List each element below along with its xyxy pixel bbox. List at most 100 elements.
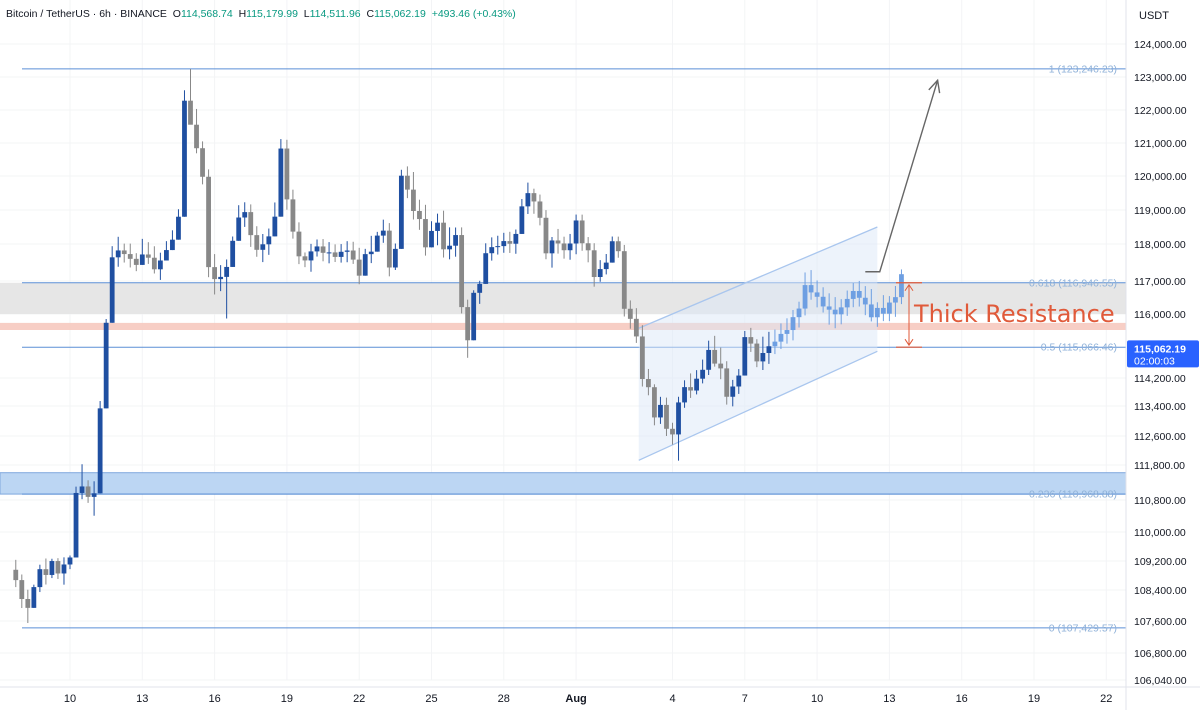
candle — [103, 322, 109, 409]
price-tick-label: 106,800.00 — [1134, 648, 1187, 660]
channel-candle — [868, 304, 874, 318]
time-tick-label: 16 — [208, 693, 220, 705]
candle — [91, 493, 97, 497]
candle — [79, 486, 85, 493]
candle — [386, 230, 392, 268]
channel-candle — [856, 290, 862, 298]
candle — [597, 269, 603, 278]
candle — [218, 276, 224, 280]
price-tick-label: 121,000.00 — [1134, 138, 1187, 150]
time-tick-label: 22 — [353, 693, 365, 705]
channel-candle — [796, 308, 802, 318]
time-tick-label: 10 — [811, 693, 823, 705]
candle — [320, 246, 326, 253]
candle — [730, 386, 736, 397]
candle — [429, 230, 434, 248]
projection-arrow — [865, 78, 941, 273]
price-axis: 124,000.00 123,000.00 122,000.00 121,000.00… — [1125, 0, 1200, 710]
candle — [549, 240, 555, 254]
candle — [109, 257, 115, 323]
time-tick-label: Aug — [565, 693, 586, 705]
candle — [519, 206, 525, 234]
channel-upper-line[interactable] — [638, 226, 878, 329]
candle — [459, 235, 465, 308]
candle — [182, 100, 187, 217]
candle — [501, 241, 507, 247]
candle — [290, 199, 296, 232]
candle — [676, 402, 681, 435]
candle — [398, 175, 404, 249]
candle — [682, 387, 687, 403]
price-tick-label: 119,000.00 — [1134, 205, 1186, 217]
pair-name[interactable]: Bitcoin / TetherUS — [6, 8, 90, 20]
candle — [688, 387, 693, 391]
candle — [441, 222, 446, 250]
candle — [615, 241, 621, 252]
candle — [380, 230, 386, 236]
candle-countdown: 02:00:03 — [1134, 355, 1175, 367]
candle — [350, 250, 356, 260]
candle — [525, 193, 531, 207]
price-tick-label: 110,000.00 — [1134, 527, 1186, 539]
high-value: 115,179.99 — [246, 8, 298, 20]
candle — [115, 250, 121, 258]
candle — [423, 219, 428, 248]
candle — [356, 259, 362, 276]
candle — [483, 253, 489, 284]
channel-candle — [802, 285, 808, 309]
candle — [302, 256, 308, 261]
candle — [145, 254, 151, 258]
price-axis-unit[interactable]: USDT — [1139, 10, 1169, 22]
candle — [658, 404, 663, 418]
candle — [627, 308, 633, 319]
fib-retracement: 1 (123,246.23) 0.618 (116,946.55) 0.5 (115… — [22, 63, 1126, 634]
candle — [188, 100, 193, 125]
candle — [543, 217, 549, 254]
channel-candle — [814, 292, 820, 297]
candle — [374, 235, 380, 252]
candle — [37, 569, 43, 588]
price-tick-label: 109,200.00 — [1134, 556, 1187, 568]
candle — [670, 428, 675, 435]
channel-candle — [778, 333, 784, 342]
channel-candle — [772, 341, 778, 347]
price-tick-label: 111,800.00 — [1134, 460, 1185, 472]
time-tick-label: 22 — [1100, 693, 1112, 705]
time-tick-label: 7 — [742, 693, 748, 705]
candle — [664, 404, 669, 429]
channel-candle — [862, 297, 868, 305]
projection-path[interactable] — [865, 80, 939, 273]
candle — [531, 193, 537, 202]
channel-candle — [790, 317, 796, 331]
price-tick-label: 118,000.00 — [1134, 239, 1186, 251]
open-value: 114,568.74 — [180, 8, 233, 20]
candle — [278, 148, 284, 217]
candle — [748, 337, 754, 344]
price-tick-label: 120,000.00 — [1134, 171, 1187, 183]
close-value: 115,062.19 — [374, 8, 426, 20]
candle — [700, 369, 706, 379]
channel-candle — [887, 302, 892, 314]
resistance-annotation — [896, 282, 922, 348]
candle — [157, 260, 163, 270]
channel-candle — [850, 290, 856, 299]
price-tick-label: 117,000.00 — [1134, 276, 1186, 288]
candle — [591, 250, 597, 278]
candle — [561, 243, 567, 251]
channel-candle — [893, 297, 898, 303]
time-tick-label: 13 — [136, 693, 148, 705]
current-price-tag[interactable] — [1127, 340, 1199, 368]
candle — [338, 251, 344, 257]
candle — [314, 246, 320, 252]
price-tick-label: 107,600.00 — [1134, 616, 1187, 628]
candle — [639, 336, 645, 380]
candle — [224, 266, 230, 277]
candle — [260, 244, 266, 250]
candle — [555, 240, 561, 244]
candle — [579, 220, 585, 244]
timeframe[interactable]: 6h — [99, 8, 111, 20]
candle — [495, 246, 501, 248]
candle — [633, 318, 639, 337]
